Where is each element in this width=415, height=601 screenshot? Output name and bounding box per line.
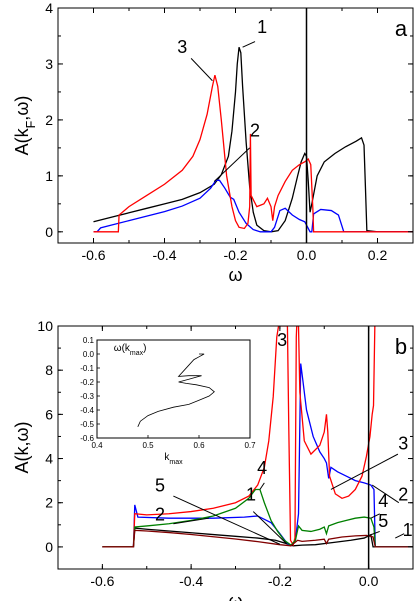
inset-series-line: [137, 353, 215, 427]
panel-a-xtick-label: -0.2: [223, 247, 247, 263]
panel-a-series-3-line: [93, 74, 413, 233]
panel-b-leader-line: [173, 495, 281, 545]
panel-b-curve-label-2: 2: [398, 485, 408, 505]
panel-b-ytick-label: 0: [45, 539, 53, 555]
panel-b-leader-line: [371, 484, 400, 504]
panel-b-ytick-label: 4: [45, 451, 53, 467]
panel-b-curve-label-5: 5: [155, 476, 165, 496]
inset-frame: [96, 339, 251, 439]
panel-b-leader-line: [252, 511, 287, 544]
panel-a-leader-line: [190, 58, 213, 82]
panel-a-curve-label-3: 3: [177, 37, 187, 57]
panel-b-y-axis-label: A(k,ω): [12, 421, 32, 473]
panel-b-leader-line: [173, 517, 209, 525]
panel-b-xtick-label: -0.2: [268, 573, 292, 589]
panel-a-curve-label-2: 2: [250, 121, 260, 141]
inset-ytick-label: -0.4: [80, 406, 94, 415]
panel-b-curve-label-2: 2: [155, 504, 165, 524]
panel-a-ytick-label: 1: [45, 168, 53, 184]
panel-b-series-3-line: [102, 326, 376, 548]
inset-x-axis-label: kmax: [164, 452, 183, 466]
panel-a-series-2-line: [93, 179, 413, 233]
inset-ytick-label: -0.5: [80, 420, 94, 429]
panel-a-y-axis-label: A(kF,ω): [12, 96, 38, 156]
panel-b-curve-label-5: 5: [378, 511, 388, 531]
panel-a-frame: [57, 7, 414, 244]
panel-b-series-4-line: [102, 488, 413, 548]
inset-xtick-label: 0.6: [193, 441, 205, 450]
panel-a-xtick-label: -0.6: [81, 247, 105, 263]
inset-ytick-label: 0.1: [83, 336, 95, 345]
panel-b-xtick-label: -0.4: [179, 573, 203, 589]
panel-b-curve-label-3: 3: [398, 434, 408, 454]
panel-a-xtick-label: 0.0: [297, 247, 317, 263]
panel-b-leader-line: [330, 453, 399, 490]
panel-a-leader-line: [242, 41, 256, 48]
panel-a-xtick-label: -0.4: [152, 247, 176, 263]
panel-b-curve-label-4: 4: [378, 491, 388, 511]
panel-a-x-axis-label: ω: [228, 265, 242, 285]
panel-b-panel-letter: b: [395, 334, 407, 359]
inset-xtick-label: 0.7: [244, 441, 256, 450]
panel-b-series-1-line: [102, 527, 413, 548]
panel-b-ytick-label: 6: [45, 406, 53, 422]
panel-b-leader-line: [395, 533, 405, 539]
panel-b-curve-label-3: 3: [277, 330, 287, 350]
inset-ytick-label: -0.1: [80, 364, 94, 373]
panel-a-ytick-label: 0: [45, 224, 53, 240]
inset-ytick-label: -0.6: [80, 434, 94, 443]
inset-xtick-label: 0.5: [142, 441, 154, 450]
panel-a-xtick-label: 0.2: [368, 247, 388, 263]
panel-b-leader-line: [370, 513, 380, 519]
panel-a-curve-label-1: 1: [257, 17, 267, 37]
inset-ytick-label: -0.2: [80, 378, 94, 387]
panel-a-ytick-label: 3: [45, 56, 53, 72]
panel-b-curve-label-1: 1: [246, 485, 256, 505]
panel-a-panel-letter: a: [395, 16, 408, 41]
panel-b-series-2-line: [102, 363, 413, 548]
panel-b-chart: -0.6 -0.4 -0.2 0.00246810ωA(k,ω)b1234512345…: [12, 318, 414, 601]
panel-a-leader-line: [213, 147, 251, 182]
inset-xtick-label: 0.4: [91, 441, 103, 450]
inset-ytick-label: 0.0: [83, 350, 95, 359]
inset-ytick-label: -0.3: [80, 392, 94, 401]
panel-a-ytick-label: 4: [45, 0, 53, 16]
panel-b-curve-label-4: 4: [257, 458, 267, 478]
panel-b-leader-line: [259, 482, 265, 490]
panel-b-curve-label-1: 1: [403, 520, 413, 540]
panel-b-xtick-label: 0.0: [359, 573, 379, 589]
inset-y-axis-label: ω(kmax): [114, 343, 147, 357]
panel-b-series-5-line: [102, 529, 413, 548]
panel-b-ytick-label: 2: [45, 495, 53, 511]
panel-b-xtick-label: -0.6: [90, 573, 114, 589]
inset-chart: 0.4 0.5 0.6 0.7 0.1 0.0 -0.1 -0.2 -0.3 -0.4 -0.5 -0…: [80, 336, 256, 466]
panel-b-x-axis-label: ω: [228, 591, 242, 601]
panel-b-ytick-label: 8: [45, 362, 53, 378]
panel-b-leader-line: [370, 530, 380, 536]
panel-b-ytick-label: 10: [37, 318, 53, 334]
panel-a-ytick-label: 2: [45, 112, 53, 128]
panel-a-chart: -0.6 -0.4 -0.2 0.0 0.2 0 1 2 3 4 ω A(kF,ω) a 1 2 3: [12, 0, 414, 285]
